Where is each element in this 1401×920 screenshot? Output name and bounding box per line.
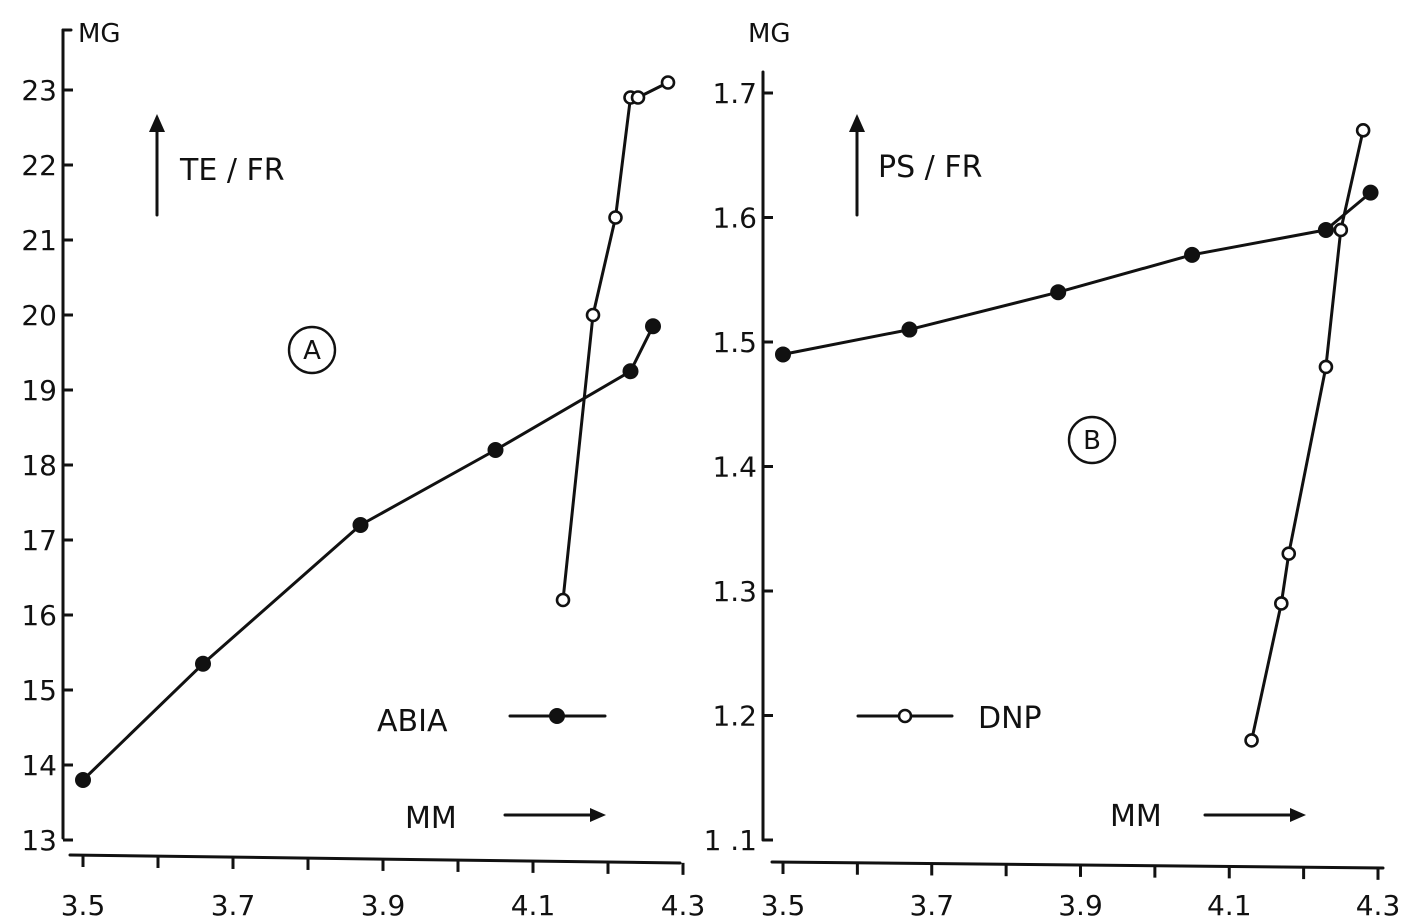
panel-a-legend: ABIA xyxy=(377,704,607,739)
panel-b-legend-label: DNP xyxy=(978,701,1042,736)
panel-a-y-tick-label: 15 xyxy=(21,674,57,707)
panel-b-y-unit-label: MG xyxy=(748,19,791,49)
panel-a-series-open-line xyxy=(561,81,670,602)
panel-a-x-ticks: 3.5 3.7 3.9 4.1 4.3 xyxy=(61,855,706,920)
panel-a-series-filled-line xyxy=(81,324,655,782)
panel-a-series xyxy=(75,75,676,788)
panel-a-legend-label: ABIA xyxy=(377,704,448,739)
panel-b-x-ticks: 3.5 3.7 3.9 4.1 4.3 xyxy=(761,862,1401,920)
panel-b-y-ticks: 1 .1 1.2 1.3 1.4 1.5 1.6 1.7 xyxy=(704,77,773,857)
panel-a-up-arrow-head-icon xyxy=(149,114,165,132)
panel-a-series-open-point xyxy=(608,210,623,225)
panel-b-series-filled-point xyxy=(775,346,791,363)
panel-a-series-filled-point xyxy=(352,517,369,533)
panel-a-x-tick-label: 3.5 xyxy=(61,889,106,920)
panel-b-y-tick-label: 1.7 xyxy=(712,77,757,110)
panel-a-legend-marker xyxy=(549,708,565,724)
panel-a-badge-circle xyxy=(287,325,337,375)
panel-b-up-arrow-head-icon xyxy=(849,114,865,132)
panel-a-y-tick-label: 16 xyxy=(21,599,57,632)
panel-a-y-tick-label: 17 xyxy=(21,524,57,557)
panel-b-series-open-point xyxy=(1281,546,1297,561)
panel-b-series-filled-point xyxy=(1362,184,1379,201)
panel-b-series-filled-line xyxy=(781,191,1373,356)
panel-b-panel-badge: B xyxy=(1067,415,1117,465)
panel-a-y-tick-label: 18 xyxy=(21,449,57,482)
panel-a-right-arrow-head-icon xyxy=(590,808,606,822)
panel-a-x-tick-label: 4.3 xyxy=(661,889,706,920)
panel-a-chart: 13 14 15 16 17 18 19 20 21 22 23 3.5 3.7 3.9 4.1 4.3 M… xyxy=(21,19,705,920)
panel-b-series xyxy=(775,123,1379,748)
panel-a-series-open-point xyxy=(660,75,676,90)
panel-b-y-tick-label: 1 .1 xyxy=(704,824,757,857)
panel-a-y-tick-label: 22 xyxy=(21,149,57,182)
panel-a-series-open-point xyxy=(555,592,571,608)
panel-b-legend: DNP xyxy=(856,701,1042,736)
panel-b-legend-marker xyxy=(897,708,913,724)
panel-a-y-ticks: 13 14 15 16 17 18 19 20 21 22 23 xyxy=(21,74,73,857)
panel-b-series-open-line xyxy=(1250,128,1365,742)
panel-b-badge-circle xyxy=(1067,415,1117,465)
panel-b-x-axis xyxy=(770,860,1385,870)
panel-a-x-tick-label: 4.1 xyxy=(511,889,556,920)
panel-b-series-filled-point xyxy=(1050,284,1067,301)
panel-b-series-filled-point xyxy=(1317,221,1334,238)
panel-b-y-tick-label: 1.5 xyxy=(712,326,757,359)
panel-a-series-filled-point xyxy=(622,363,639,380)
panel-b-ratio-annotation: PS / FR xyxy=(849,114,982,217)
panel-b-series-open-point xyxy=(1318,359,1334,375)
panel-b-series-filled-point xyxy=(1184,246,1201,263)
panel-a-ratio-label: TE / FR xyxy=(179,153,285,188)
panel-b-y-tick-label: 1.6 xyxy=(712,202,757,235)
panel-b-y-tick-label: 1.3 xyxy=(712,575,757,608)
panel-a-series-filled-point xyxy=(195,655,211,672)
panel-a-series-filled-point xyxy=(645,318,661,335)
panel-a-y-tick-label: 19 xyxy=(21,374,57,407)
panel-a-x-tick-label: 3.7 xyxy=(211,889,256,920)
panel-a-ratio-annotation: TE / FR xyxy=(149,114,285,217)
panel-b-ratio-label: PS / FR xyxy=(878,150,982,185)
panel-b-x-arrow-label: MM xyxy=(1110,799,1162,834)
panel-a-x-direction: MM xyxy=(405,801,606,836)
panel-a-series-open-point xyxy=(630,90,646,105)
panel-a-x-axis xyxy=(68,853,682,865)
panel-b-x-tick-label: 4.3 xyxy=(1356,889,1401,920)
panel-a-badge-label: A xyxy=(303,336,321,366)
panel-b-badge-label: B xyxy=(1083,426,1101,456)
panel-a-series-filled-point xyxy=(75,772,91,788)
panel-a-panel-badge: A xyxy=(287,325,337,375)
panel-b-series-filled-point xyxy=(901,321,918,338)
panel-b-right-arrow-head-icon xyxy=(1290,808,1306,822)
panel-a-y-tick-label: 21 xyxy=(21,224,57,257)
panel-b-series-open-point xyxy=(1244,733,1259,748)
panel-a-y-tick-label: 14 xyxy=(21,749,57,782)
panel-b-y-tick-label: 1.4 xyxy=(712,451,757,484)
panel-a-y-tick-label: 13 xyxy=(21,824,57,857)
panel-a-series-filled-point xyxy=(487,442,504,458)
panel-a-x-tick-label: 3.9 xyxy=(361,889,406,920)
panel-b-x-tick-label: 3.9 xyxy=(1058,889,1103,920)
panel-a-x-arrow-label: MM xyxy=(405,801,457,836)
panel-b-x-direction: MM xyxy=(1110,799,1306,834)
panel-b-x-tick-label: 3.7 xyxy=(909,889,954,920)
panel-b-x-tick-label: 4.1 xyxy=(1207,889,1252,920)
panel-b-series-open-point xyxy=(1274,596,1289,611)
panel-a-series-open-point xyxy=(585,307,601,323)
panel-b-chart: 1 .1 1.2 1.3 1.4 1.5 1.6 1.7 3.5 3.7 3.9 4.1 4.3 M… xyxy=(704,19,1401,920)
panel-b-x-tick-label: 3.5 xyxy=(761,889,806,920)
panel-b-y-tick-label: 1.2 xyxy=(712,700,757,733)
panel-a-y-tick-label: 20 xyxy=(21,299,57,332)
panel-a-y-tick-label: 23 xyxy=(21,74,57,107)
panel-a-y-unit-label: MG xyxy=(78,19,121,49)
panel-b-series-open-point xyxy=(1333,222,1349,238)
panel-b-series-open-point xyxy=(1355,123,1371,138)
